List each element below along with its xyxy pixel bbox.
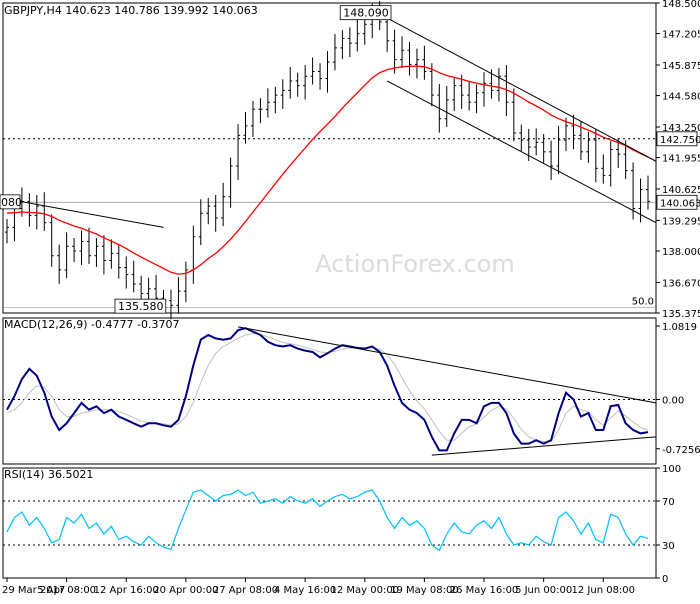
- resistance-flag-box: [656, 131, 698, 147]
- macd-line: [6, 327, 649, 452]
- xtick-label: 5 Apr 08:00: [37, 585, 96, 596]
- current-price-flag-box: [656, 194, 698, 210]
- moving-average-line: [6, 65, 649, 275]
- fib-label: 50.0: [632, 297, 654, 308]
- macd-panel: [3, 326, 657, 456]
- current-price-flag: 140.063: [660, 198, 700, 209]
- price-ytick-label: 140.625: [662, 185, 700, 196]
- xtick-label: 12 Apr 16:00: [94, 585, 159, 596]
- price-ytick-label: 141.955: [662, 154, 700, 165]
- price-ytick-label: 143.250: [662, 123, 700, 134]
- xtick-label: 5 Jun 00:00: [515, 585, 572, 596]
- price-ytick-label: 144.580: [662, 92, 700, 103]
- trendline-early: [6, 198, 164, 228]
- rsi-ytick-label: 70: [662, 497, 675, 508]
- rsi-ytick-label: 30: [662, 541, 675, 552]
- macd-trendline-top: [237, 326, 657, 404]
- rsi-title: RSI(14) 36.5021: [4, 468, 93, 481]
- price-panel: 50.0 148.090 135.580 080 142.750 140.063: [0, 0, 700, 320]
- xtick-label: 27 Apr 08:00: [213, 585, 278, 596]
- price-title: GBPJPY,H4 140.623 140.786 139.992 140.06…: [4, 4, 258, 17]
- resistance-flag: 142.750: [660, 135, 700, 146]
- macd-ytick-label: 1.0819: [662, 322, 697, 333]
- xtick-label: 19 May 08:00: [390, 585, 459, 596]
- price-ytick-label: 136.670: [662, 278, 700, 289]
- price-ytick-label: 138.000: [662, 247, 700, 258]
- price-ytick-label: 139.295: [662, 216, 700, 227]
- macd-ytick-label: 0.00: [662, 395, 684, 406]
- watermark: ActionForex.com: [315, 250, 515, 278]
- left-annotation-box: [0, 194, 21, 210]
- channel-top: [371, 9, 657, 162]
- price-ytick-label: 147.205: [662, 30, 700, 41]
- price-ytick-label: 135.375: [662, 309, 700, 320]
- low-annotation-box: [114, 298, 167, 314]
- xtick-label: 26 May 16:00: [450, 585, 519, 596]
- low-annotation: 135.580: [118, 300, 164, 313]
- xtick-label: 29 Mar 2017: [2, 585, 65, 596]
- high-annotation: 148.090: [343, 7, 389, 20]
- left-annotation: 080: [1, 196, 22, 209]
- xtick-label: 12 Jun 08:00: [572, 585, 636, 596]
- high-annotation-box: [339, 5, 392, 21]
- panel-frames: [2, 2, 657, 579]
- xtick-label: 20 Apr 00:00: [153, 585, 218, 596]
- price-ytick-label: 148.500: [662, 0, 700, 10]
- xtick-label: 12 May 00:00: [330, 585, 399, 596]
- macd-title: MACD(12,26,9) -0.4777 -0.3707: [4, 318, 179, 331]
- price-ytick-label: 145.875: [662, 61, 700, 72]
- rsi-line: [6, 489, 649, 552]
- xtick-label: 4 May 16:00: [274, 585, 336, 596]
- rsi-panel: [3, 489, 656, 552]
- rsi-ytick-label: 0: [662, 574, 668, 585]
- channel-bottom: [386, 80, 657, 224]
- macd-signal-line: [6, 333, 649, 443]
- rsi-ytick-label: 100: [662, 464, 681, 475]
- macd-ytick-label: -0.7256: [662, 445, 700, 456]
- rsi-frame: [2, 467, 657, 579]
- macd-frame: [2, 317, 657, 465]
- macd-trendline-bottom: [431, 436, 657, 456]
